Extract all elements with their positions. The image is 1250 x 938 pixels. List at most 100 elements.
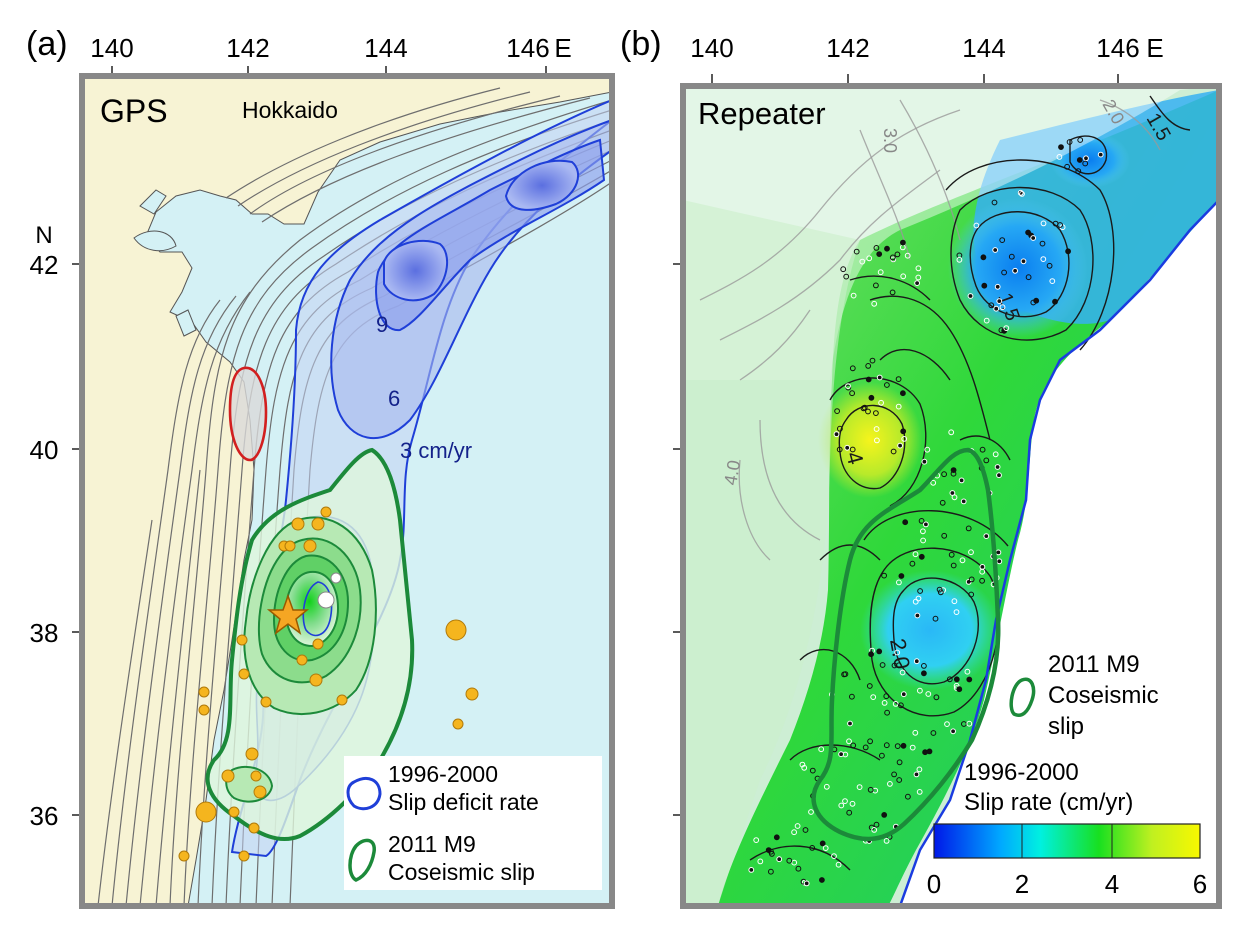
- lon-suffix-e: E: [554, 33, 571, 63]
- aftershock: [311, 517, 325, 531]
- repeater-event: [913, 771, 920, 778]
- repeater-event: [936, 586, 943, 593]
- panel-a-frame: [79, 73, 615, 909]
- repeater-event: [937, 589, 944, 596]
- repeater-event: [996, 298, 1003, 305]
- repeater-event: [849, 365, 856, 372]
- repeater-event: [896, 759, 903, 766]
- repeater-event: [843, 273, 850, 280]
- repeater-event: [865, 376, 872, 383]
- repeater-event: [873, 821, 880, 828]
- repeater-event: [988, 302, 995, 309]
- repeater-event: [923, 521, 929, 528]
- lon-tick-146: 146: [506, 33, 549, 63]
- repeater-event: [1030, 235, 1037, 241]
- repeater-event: [994, 283, 1001, 290]
- repeater-event: [950, 728, 956, 735]
- repeater-event: [921, 458, 928, 465]
- repeater-event: [899, 669, 906, 676]
- repeater-event: [795, 865, 802, 872]
- repeater-event: [900, 239, 906, 246]
- gray-isolines: [699, 99, 1161, 561]
- repeater-event: [966, 676, 973, 683]
- aftershock: [248, 822, 260, 834]
- repeater-event: [961, 721, 967, 727]
- lat-tick-38: 38: [30, 618, 59, 648]
- repeater-event: [836, 446, 843, 453]
- repeater-event: [909, 744, 916, 751]
- lon-tick-140: 140: [90, 33, 133, 63]
- repeater-event: [898, 573, 905, 579]
- repeater-event: [1001, 269, 1007, 276]
- repeater-event: [894, 251, 901, 258]
- repeater-event: [867, 738, 873, 745]
- aftershock: [221, 769, 235, 783]
- lon-tick-140: 140: [690, 33, 733, 63]
- aftershock: [312, 638, 324, 650]
- repeater-event: [845, 383, 851, 390]
- repeater-event: [753, 837, 760, 843]
- repeater-event: [895, 376, 902, 383]
- aftershock: [291, 517, 305, 531]
- repeater-event: [1083, 155, 1089, 162]
- repeater-event: [883, 693, 890, 700]
- repeater-event: [964, 668, 971, 675]
- aftershock: [284, 540, 296, 552]
- legend-deficit-line2: Slip deficit rate: [388, 789, 539, 815]
- repeater-event: [869, 357, 876, 364]
- repeater-event: [896, 579, 902, 586]
- repeater-event: [924, 446, 931, 453]
- repeater-event: [933, 694, 940, 701]
- repeater-event: [873, 426, 880, 432]
- panel-a: (a) 140 142 144 146 E N 42 40 38 36: [26, 25, 615, 909]
- repeater-event: [894, 743, 901, 749]
- aftershock: [336, 694, 348, 706]
- repeater-event: [1056, 154, 1063, 160]
- lon-tick-142: 142: [826, 33, 869, 63]
- repeater-event: [776, 856, 783, 863]
- repeater-event: [958, 477, 965, 484]
- repeater-event: [905, 793, 911, 800]
- repeater-event: [895, 403, 902, 410]
- aftershock: [228, 806, 240, 818]
- repeater-event: [791, 859, 798, 866]
- repeater-event: [1008, 253, 1015, 260]
- coseismic-slip: [205, 447, 415, 842]
- colorbar-tick-2: 2: [1015, 869, 1029, 899]
- repeater-event: [939, 499, 946, 506]
- repeater-event: [996, 472, 1002, 479]
- repeater-event: [884, 245, 890, 252]
- aftershock: [198, 704, 210, 716]
- white-marker: [317, 591, 335, 609]
- repeater-event: [871, 827, 878, 833]
- repeater-event: [915, 595, 922, 602]
- contour-label-2-0: 2.0: [885, 637, 915, 671]
- repeater-event: [918, 553, 925, 560]
- repeater-event: [1039, 240, 1046, 247]
- repeater-event: [834, 408, 840, 415]
- repeater-event: [822, 845, 829, 851]
- repeater-event: [889, 254, 896, 261]
- repeater-event: [1058, 144, 1064, 151]
- repeater-event: [849, 800, 856, 807]
- repeater-event: [948, 551, 955, 558]
- repeater-event: [913, 658, 920, 665]
- repeater-event: [941, 471, 947, 478]
- lon-tick-142: 142: [226, 33, 269, 63]
- repeater-event: [915, 274, 922, 281]
- repeater-event: [981, 282, 988, 289]
- repeater-event: [973, 222, 980, 229]
- repeater-event: [912, 598, 919, 605]
- repeater-event: [900, 691, 907, 698]
- repeater-event: [896, 777, 903, 783]
- repeater-event: [1082, 160, 1089, 167]
- repeater-event: [1003, 325, 1010, 332]
- repeater-event: [874, 437, 880, 444]
- repeater-event: [898, 702, 904, 709]
- repeater-event: [950, 470, 957, 477]
- repeater-event: [912, 729, 919, 736]
- repeater-event: [922, 749, 928, 756]
- legend-box: [344, 756, 602, 890]
- aftershock: [260, 696, 272, 708]
